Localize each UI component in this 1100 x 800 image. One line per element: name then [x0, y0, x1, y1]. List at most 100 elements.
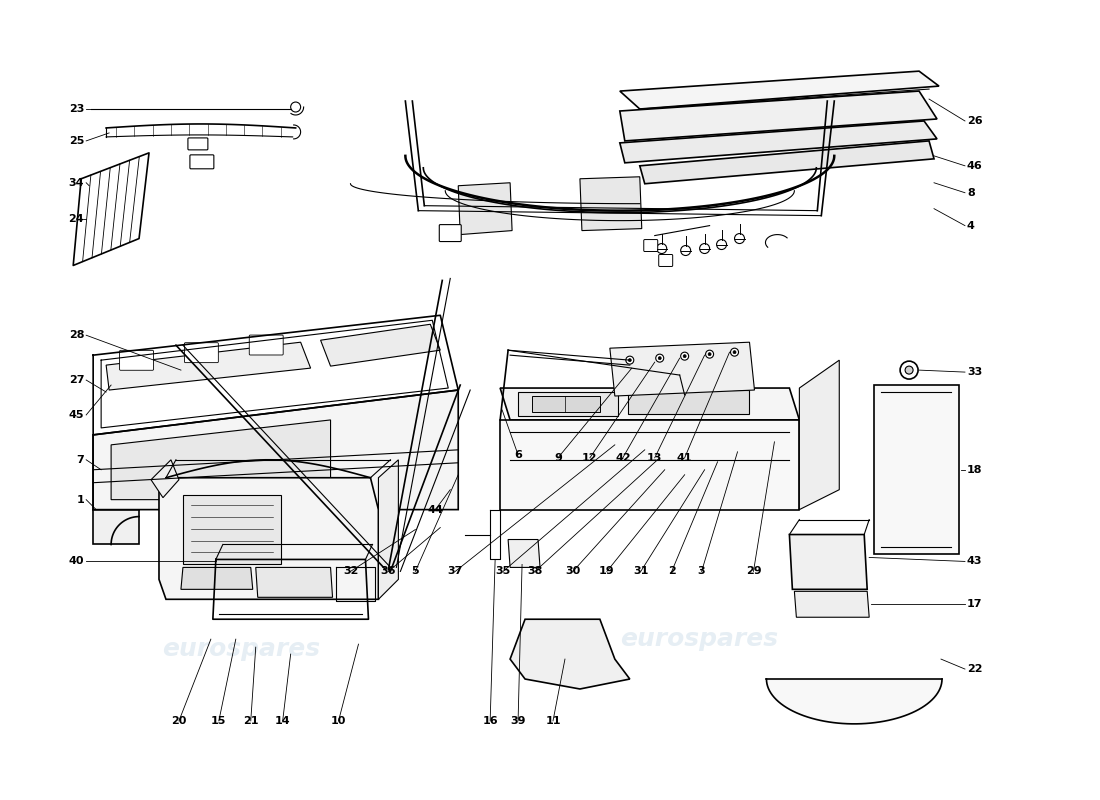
Polygon shape: [94, 510, 139, 545]
Polygon shape: [500, 388, 800, 420]
Circle shape: [681, 246, 691, 255]
Circle shape: [900, 361, 918, 379]
Polygon shape: [320, 324, 440, 366]
Text: 21: 21: [243, 716, 258, 726]
Polygon shape: [619, 121, 937, 163]
Polygon shape: [94, 390, 459, 510]
Text: 29: 29: [746, 566, 761, 577]
FancyBboxPatch shape: [188, 138, 208, 150]
Text: 20: 20: [172, 716, 187, 726]
Polygon shape: [790, 534, 867, 590]
Text: 31: 31: [634, 566, 649, 577]
Circle shape: [681, 352, 689, 360]
FancyBboxPatch shape: [659, 254, 673, 266]
Text: 34: 34: [68, 178, 85, 188]
Text: 7: 7: [76, 454, 85, 465]
Text: 12: 12: [582, 453, 597, 462]
Text: eurospares: eurospares: [162, 468, 320, 492]
Polygon shape: [518, 392, 618, 416]
Text: 9: 9: [554, 453, 562, 462]
Polygon shape: [640, 141, 934, 184]
Text: 37: 37: [448, 566, 463, 577]
FancyBboxPatch shape: [250, 335, 283, 355]
Text: 19: 19: [600, 566, 615, 577]
Text: eurospares: eurospares: [162, 637, 320, 661]
Polygon shape: [609, 342, 755, 396]
Text: 39: 39: [510, 716, 526, 726]
FancyBboxPatch shape: [190, 155, 213, 169]
Circle shape: [683, 354, 686, 358]
Polygon shape: [111, 420, 331, 500]
Text: 6: 6: [514, 450, 522, 460]
Text: 23: 23: [69, 104, 85, 114]
Text: 27: 27: [68, 375, 85, 385]
Polygon shape: [459, 182, 513, 234]
Polygon shape: [874, 385, 959, 554]
Text: 8: 8: [967, 188, 975, 198]
Text: 46: 46: [967, 161, 982, 171]
Polygon shape: [378, 460, 398, 599]
Text: eurospares: eurospares: [620, 627, 779, 651]
Circle shape: [735, 234, 745, 243]
Text: 18: 18: [967, 465, 982, 474]
Circle shape: [626, 356, 634, 364]
Text: 14: 14: [275, 716, 290, 726]
Text: 33: 33: [967, 367, 982, 377]
Circle shape: [656, 354, 663, 362]
Polygon shape: [508, 539, 540, 567]
Circle shape: [716, 239, 727, 250]
Text: 3: 3: [697, 566, 705, 577]
Polygon shape: [794, 591, 869, 618]
Text: 2: 2: [668, 566, 675, 577]
Text: 32: 32: [343, 566, 359, 577]
Text: 22: 22: [967, 664, 982, 674]
Circle shape: [905, 366, 913, 374]
Circle shape: [658, 357, 661, 360]
Polygon shape: [160, 478, 378, 599]
Text: 17: 17: [967, 599, 982, 610]
FancyBboxPatch shape: [439, 225, 461, 242]
Polygon shape: [532, 396, 600, 412]
FancyBboxPatch shape: [185, 342, 218, 362]
Circle shape: [628, 358, 631, 362]
Text: 10: 10: [331, 716, 346, 726]
Circle shape: [705, 350, 714, 358]
Circle shape: [708, 353, 711, 356]
Polygon shape: [628, 390, 749, 414]
Circle shape: [290, 102, 300, 112]
Text: 38: 38: [527, 566, 542, 577]
Text: 25: 25: [69, 136, 85, 146]
Text: 5: 5: [411, 566, 419, 577]
Polygon shape: [106, 342, 310, 390]
Circle shape: [700, 243, 710, 254]
Text: eurospares: eurospares: [620, 468, 779, 492]
Text: 28: 28: [68, 330, 85, 340]
Text: 16: 16: [482, 716, 498, 726]
Text: 45: 45: [68, 410, 85, 420]
Text: 4: 4: [967, 221, 975, 230]
Text: 43: 43: [967, 557, 982, 566]
Text: 1: 1: [76, 494, 85, 505]
Circle shape: [730, 348, 738, 356]
Polygon shape: [180, 567, 253, 590]
Text: 44: 44: [428, 505, 443, 514]
Text: 13: 13: [647, 453, 662, 462]
FancyBboxPatch shape: [644, 239, 658, 251]
Polygon shape: [500, 420, 800, 510]
Circle shape: [657, 243, 667, 254]
Text: 11: 11: [546, 716, 561, 726]
Text: 35: 35: [495, 566, 510, 577]
Text: 40: 40: [68, 557, 85, 566]
Circle shape: [733, 350, 736, 354]
Text: 26: 26: [967, 116, 982, 126]
Text: 15: 15: [211, 716, 227, 726]
Polygon shape: [619, 71, 939, 109]
Polygon shape: [151, 460, 179, 498]
Polygon shape: [94, 435, 139, 510]
Polygon shape: [619, 91, 937, 141]
Polygon shape: [510, 619, 630, 689]
Polygon shape: [183, 494, 280, 565]
Text: 30: 30: [565, 566, 581, 577]
Polygon shape: [255, 567, 332, 598]
Text: 42: 42: [615, 453, 630, 462]
